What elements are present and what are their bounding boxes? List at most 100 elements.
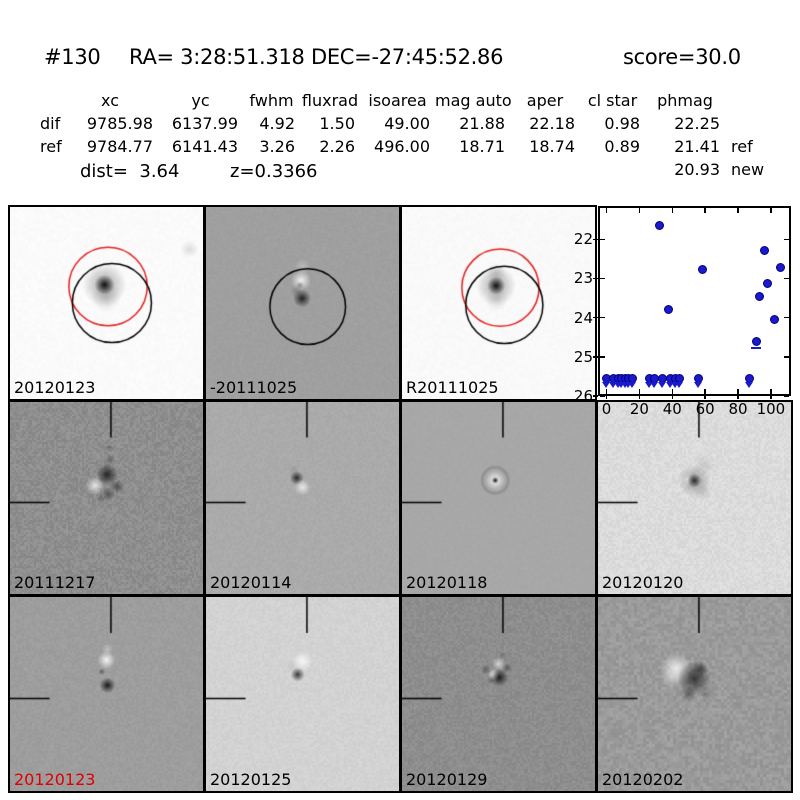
stamp-panel: 20120202 [596, 595, 793, 793]
candidate-inspection-figure: #130 RA= 3:28:51.318 DEC=-27:45:52.86 sc… [0, 0, 800, 800]
stamp-panel: 20120120 [596, 400, 793, 596]
table-cell: 3.26 [243, 135, 300, 158]
stamp-image-canvas [402, 597, 595, 791]
y-tick-label: 24 [559, 309, 593, 327]
stamp-image-canvas [206, 402, 399, 594]
x-tick-outer [639, 394, 641, 399]
column-header: mag auto [435, 89, 510, 112]
y-tick-right [784, 356, 789, 358]
upper-limit-arrow-icon [628, 382, 636, 388]
y-tick-label: 26 [559, 387, 593, 405]
column-header: phmag [645, 89, 725, 112]
y-tick [600, 278, 605, 280]
table-cell: 1.50 [300, 112, 360, 135]
table-cell: 9784.77 [62, 135, 158, 158]
y-tick-outer [593, 239, 598, 241]
stamp-date-label: 20120114 [210, 574, 291, 592]
stamp-panel: 20120123 [8, 595, 205, 793]
table-cell: 22.18 [510, 112, 580, 135]
column-header: cl star [580, 89, 645, 112]
data-point [770, 315, 779, 324]
table-cell: 20.93 [645, 158, 725, 181]
upper-limit-arrow-icon [694, 382, 702, 388]
stamp-panel: 20120114 [204, 400, 401, 596]
column-header-spacer [725, 89, 765, 112]
stamp-image-canvas [10, 207, 203, 399]
dist-value: dist= 3.64 [80, 161, 179, 182]
data-point [760, 246, 769, 255]
candidate-id: #130 [44, 45, 100, 69]
x-tick-outer [606, 394, 608, 399]
data-point [664, 305, 673, 314]
data-point [755, 292, 764, 301]
stamp-image-canvas [10, 402, 203, 594]
y-tick-label: 22 [559, 230, 593, 248]
table-cell: 18.74 [510, 135, 580, 158]
table-cell: 6141.43 [158, 135, 243, 158]
table-cell: 21.88 [435, 112, 510, 135]
stamp-panel: 20111217 [8, 400, 205, 596]
table-cell: 0.89 [580, 135, 645, 158]
x-tick-label: 100 [751, 400, 791, 418]
redshift-value: z=0.3366 [230, 161, 318, 182]
table-cell [435, 158, 510, 181]
data-point [752, 337, 761, 346]
table-cell: 2.26 [300, 135, 360, 158]
x-tick-outer [737, 394, 739, 399]
upper-limit-arrow-icon [658, 382, 666, 388]
stamp-image-canvas [402, 402, 595, 594]
table-cell [360, 158, 435, 181]
row-label [8, 158, 62, 181]
y-tick-outer [593, 395, 598, 397]
y-tick-outer [593, 356, 598, 358]
score-text: score=30.0 [623, 45, 741, 69]
table-cell: 9785.98 [62, 112, 158, 135]
stamp-date-label: 20120120 [602, 574, 683, 592]
y-tick-right [784, 395, 789, 397]
stamp-date-label: 20120129 [406, 771, 487, 789]
stamp-image-canvas [10, 597, 203, 791]
stamp-date-label: 20120125 [210, 771, 291, 789]
x-tick-top [672, 208, 674, 213]
table-cell: 49.00 [360, 112, 435, 135]
lightcurve-plot: 0 20 40 60 80 100 22 23 24 25 26 [598, 206, 791, 396]
column-header: isoarea [360, 89, 435, 112]
row-label: dif [8, 112, 62, 135]
stamp-image-canvas [206, 597, 399, 791]
x-tick-top [606, 208, 608, 213]
stamp-date-label: R20111025 [406, 379, 499, 397]
y-tick-right [784, 239, 789, 241]
row-suffix: new [725, 158, 765, 181]
stamp-date-label: 20120202 [602, 771, 683, 789]
table-cell: 21.41 [645, 135, 725, 158]
y-tick [600, 317, 605, 319]
x-tick-outer [672, 394, 674, 399]
stamp-image-canvas [598, 402, 791, 594]
stamp-date-label: 20111217 [14, 574, 95, 592]
y-tick [600, 395, 605, 397]
coordinates-text: RA= 3:28:51.318 DEC=-27:45:52.86 [129, 45, 503, 69]
table-corner [8, 89, 62, 112]
y-tick-label: 23 [559, 269, 593, 287]
x-tick-top [737, 208, 739, 213]
row-label: ref [8, 135, 62, 158]
column-header: xc [62, 89, 158, 112]
stamp-panel: 20120129 [400, 595, 597, 793]
table-cell: 0.98 [580, 112, 645, 135]
y-tick [600, 356, 605, 358]
upper-limit-arrow-icon [650, 382, 658, 388]
upper-limit-arrow-icon [675, 382, 683, 388]
column-header: yc [158, 89, 243, 112]
column-header: aper [510, 89, 580, 112]
data-point [776, 263, 785, 272]
x-tick-outer [770, 394, 772, 399]
table-cell: 18.71 [435, 135, 510, 158]
stamp-panel: 20120125 [204, 595, 401, 793]
stamp-image-canvas [206, 207, 399, 399]
stamp-date-label: -20111025 [210, 379, 297, 397]
x-tick-outer [704, 394, 706, 399]
row-suffix: ref [725, 135, 765, 158]
stamp-panel: 20120118 [400, 400, 597, 596]
table-cell: 496.00 [360, 135, 435, 158]
upper-limit-arrow-icon [745, 382, 753, 388]
